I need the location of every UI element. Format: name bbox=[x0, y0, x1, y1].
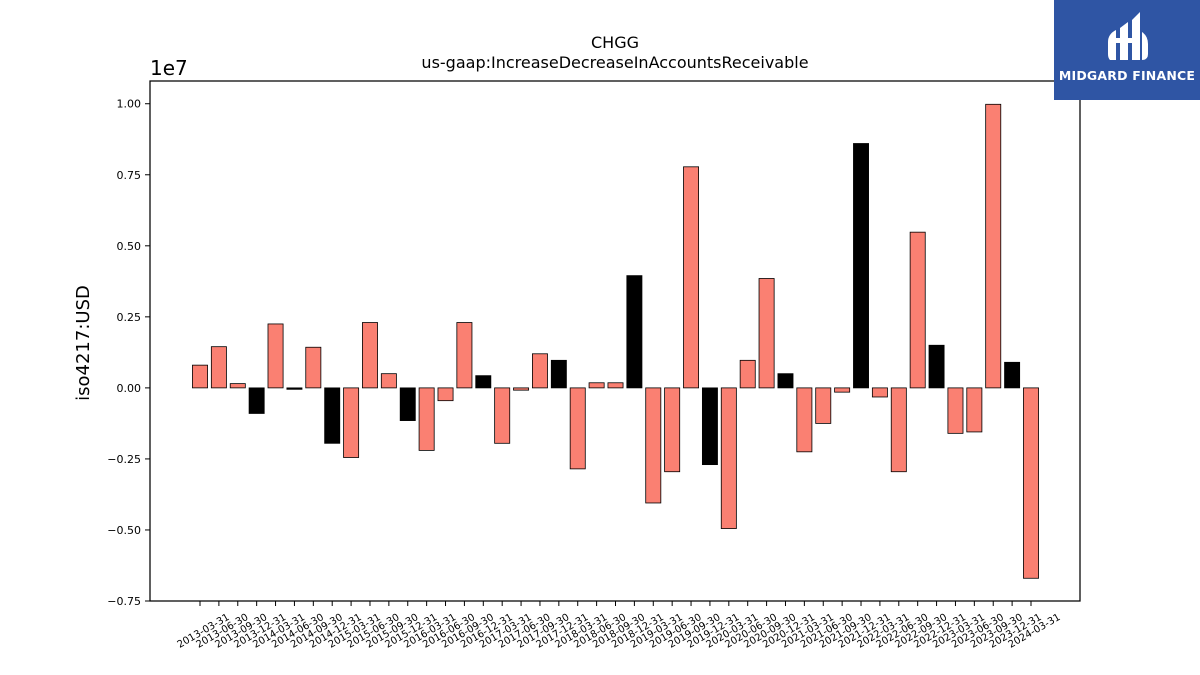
bar-2018-12-31 bbox=[626, 275, 643, 389]
bar-2022-12-31 bbox=[928, 344, 945, 389]
bar-2018-03-31 bbox=[569, 387, 586, 470]
bar-2018-06-30 bbox=[588, 382, 605, 389]
bar-2013-09-30 bbox=[229, 383, 246, 389]
bar-2015-12-31 bbox=[399, 387, 416, 421]
bar-2019-06-30 bbox=[664, 387, 681, 473]
bar-2022-06-30 bbox=[890, 387, 907, 473]
bar-2017-03-31 bbox=[494, 387, 511, 444]
bar-2019-09-30 bbox=[683, 166, 699, 389]
bar-2015-06-30 bbox=[362, 322, 378, 389]
bar-2024-03-31 bbox=[1023, 387, 1039, 579]
bar-2021-03-31 bbox=[796, 387, 813, 453]
brand-logo: MIDGARD FINANCE bbox=[1054, 0, 1200, 100]
y-tick-label: 0.25 bbox=[117, 311, 142, 324]
y-tick-label: −0.50 bbox=[107, 524, 141, 537]
bar-2023-03-31 bbox=[947, 387, 964, 434]
bar-2014-06-30 bbox=[286, 387, 303, 390]
plot-frame bbox=[149, 80, 1081, 602]
y-tick-label: 0.00 bbox=[117, 382, 142, 395]
bar-2019-12-31 bbox=[701, 387, 718, 466]
y-axis-ticks: −0.75 −0.50 −0.25 0.00 0.25 0.50 0.75 1.00 bbox=[107, 98, 150, 608]
bar-2017-09-30 bbox=[532, 353, 548, 389]
bar-2015-03-31 bbox=[343, 387, 360, 458]
bar-2022-09-30 bbox=[909, 231, 926, 389]
x-axis-ticks: 2013-03-312013-06-302013-09-302013-12-31… bbox=[176, 601, 1063, 651]
bar-2013-12-31 bbox=[248, 387, 265, 414]
bar-2021-09-30 bbox=[834, 387, 851, 393]
y-axis-label: iso4217:USD bbox=[73, 285, 94, 401]
bar-2018-09-30 bbox=[607, 382, 624, 389]
bar-2020-12-31 bbox=[777, 373, 794, 389]
chart-subtitle: us-gaap:IncreaseDecreaseInAccountsReceiv… bbox=[421, 53, 808, 72]
bar-2020-09-30 bbox=[758, 278, 775, 389]
y-tick-label: −0.25 bbox=[107, 453, 141, 466]
logo-mark-icon bbox=[1108, 12, 1148, 60]
bar-2023-06-30 bbox=[966, 387, 983, 433]
bar-2014-12-31 bbox=[324, 387, 341, 444]
bar-2020-03-31 bbox=[720, 387, 737, 529]
y-tick-label: 1.00 bbox=[117, 98, 142, 111]
bars-group bbox=[192, 103, 1039, 579]
bar-2013-03-31 bbox=[192, 364, 208, 389]
y-axis-offset-label: 1e7 bbox=[150, 56, 188, 80]
bar-2023-09-30 bbox=[985, 103, 1002, 389]
y-tick-label: 0.75 bbox=[117, 169, 142, 182]
chart-title: CHGG bbox=[591, 33, 639, 52]
y-tick-label: 0.50 bbox=[117, 240, 142, 253]
bar-2021-06-30 bbox=[815, 387, 832, 424]
bar-2019-03-31 bbox=[645, 387, 662, 504]
bar-2016-09-30 bbox=[456, 322, 473, 389]
logo-text: MIDGARD FINANCE bbox=[1058, 68, 1196, 83]
bar-2015-09-30 bbox=[380, 373, 397, 389]
bar-2021-12-31 bbox=[853, 143, 869, 389]
bar-2022-03-31 bbox=[871, 387, 888, 398]
bar-2017-12-31 bbox=[550, 359, 567, 389]
bar-2013-06-30 bbox=[210, 346, 227, 389]
bar-2014-09-30 bbox=[305, 346, 322, 389]
bar-2016-03-31 bbox=[418, 387, 435, 451]
bar-2023-12-31 bbox=[1004, 361, 1021, 389]
y-tick-label: −0.75 bbox=[107, 595, 141, 608]
bar-2014-03-31 bbox=[267, 323, 284, 389]
bar-2016-12-31 bbox=[475, 375, 492, 389]
bar-2016-06-30 bbox=[437, 387, 454, 402]
bar-2017-06-30 bbox=[513, 387, 530, 391]
bar-2020-06-30 bbox=[739, 359, 756, 389]
